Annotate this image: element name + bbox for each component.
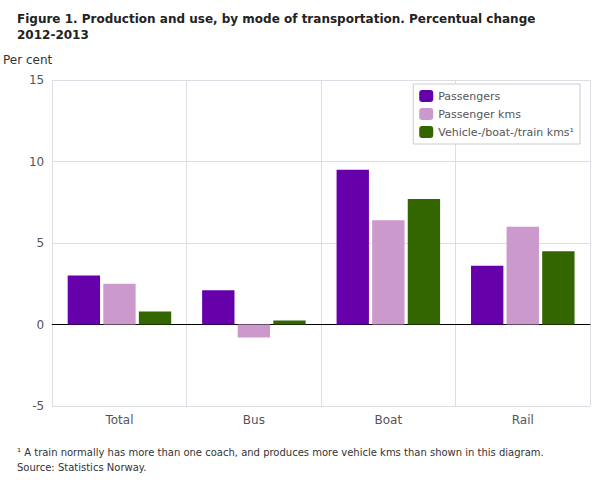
svg-text:Per cent: Per cent (3, 53, 53, 67)
svg-text:Bus: Bus (243, 413, 265, 427)
svg-text:Passengers: Passengers (438, 90, 500, 103)
svg-text:2012-2013: 2012-2013 (17, 28, 89, 42)
svg-text:Figure 1. Production and use,: Figure 1. Production and use, by mode of… (17, 12, 535, 26)
svg-text:15: 15 (29, 73, 44, 87)
svg-text:10: 10 (29, 155, 44, 169)
svg-text:Total: Total (104, 413, 133, 427)
svg-text:0: 0 (37, 318, 45, 332)
svg-text:Passenger kms: Passenger kms (438, 108, 521, 121)
svg-text:-5: -5 (32, 399, 44, 413)
svg-text:¹ A train normally has more th: ¹ A train normally has more than one coa… (17, 447, 544, 458)
svg-text:Boat: Boat (375, 413, 403, 427)
svg-text:5: 5 (37, 236, 45, 250)
svg-text:Vehicle-/boat-/train kms¹: Vehicle-/boat-/train kms¹ (438, 126, 574, 139)
svg-text:Rail: Rail (512, 413, 534, 427)
svg-text:Source: Statistics Norway.: Source: Statistics Norway. (17, 462, 146, 473)
